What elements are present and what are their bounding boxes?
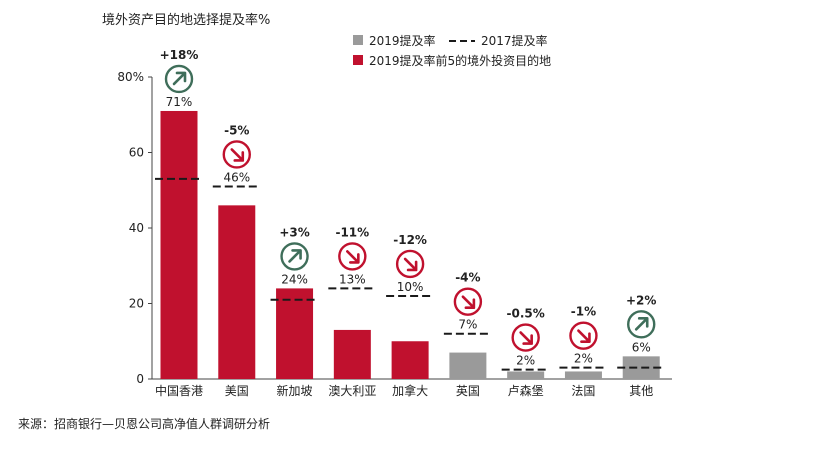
y-tick-label: 20 — [129, 297, 144, 311]
arrow-shaft — [634, 318, 648, 331]
arrow-head — [580, 332, 591, 343]
category-label-5: 加拿大 — [392, 383, 428, 398]
value-label-2: 46% — [223, 170, 250, 184]
arrow-up-right-icon — [164, 64, 194, 94]
2017-markers-group — [155, 177, 666, 371]
change-label-6: -4% — [455, 271, 480, 285]
arrow-down-right-icon — [511, 323, 540, 352]
value-label-9: 6% — [632, 340, 651, 354]
category-label-6: 英国 — [456, 384, 480, 398]
category-label-3: 新加坡 — [277, 383, 313, 398]
arrow-down-right-icon — [453, 287, 483, 316]
arrow-shaft — [288, 250, 301, 263]
arrow-down-right-icon — [569, 321, 598, 350]
legend-label-top5: 2019提及率前5的境外投资目的地 — [369, 53, 551, 68]
source-note: 来源：招商银行—贝恩公司高净值人群调研分析 — [18, 416, 270, 431]
category-label-8: 法国 — [571, 384, 595, 398]
arrow-head — [291, 249, 302, 260]
legend-label-2019: 2019提及率 — [369, 33, 436, 48]
legend-label-2017: 2017提及率 — [481, 33, 548, 48]
chart-title: 境外资产目的地选择提及率% — [102, 12, 270, 28]
arrow-down-right-icon — [338, 242, 367, 271]
value-label-7: 2% — [516, 354, 535, 368]
arrow-circle — [627, 310, 656, 339]
category-label-1: 中国香港 — [155, 383, 203, 398]
value-label-4: 13% — [339, 272, 366, 286]
value-labels-group: 71% 46% 24% 13% 10% 7% 2% 2% 6% — [166, 95, 651, 368]
arrow-head — [349, 253, 360, 264]
category-label-2: 美国 — [225, 384, 249, 398]
bar-4 — [333, 329, 371, 379]
value-label-6: 7% — [458, 318, 477, 332]
arrow-circle — [395, 249, 425, 279]
arrow-circle — [222, 140, 251, 169]
arrow-circle — [338, 242, 367, 271]
arrow-circle — [511, 323, 540, 352]
arrow-circle — [280, 242, 309, 271]
change-label-5: -12% — [393, 233, 427, 247]
y-tick-label: 0 — [136, 372, 144, 386]
arrow-shaft — [346, 250, 359, 263]
y-tick-label: 40 — [129, 221, 144, 235]
arrow-shaft — [230, 148, 244, 161]
bar-6 — [449, 352, 487, 379]
arrow-head — [175, 71, 187, 83]
arrow-head — [406, 260, 418, 272]
legend: 2019提及率 2017提及率 2019提及率前5的境外投资目的地 — [353, 33, 551, 68]
value-label-8: 2% — [574, 352, 593, 366]
arrow-shaft — [461, 295, 475, 309]
change-label-7: -0.5% — [507, 307, 545, 321]
value-label-3: 24% — [281, 272, 308, 286]
arrow-circle — [453, 287, 483, 316]
legend-swatch-gray — [353, 35, 363, 45]
y-tick-label: 60 — [129, 146, 144, 160]
arrow-shaft — [403, 257, 417, 271]
category-label-9: 其他 — [629, 384, 653, 398]
arrow-up-right-icon — [280, 242, 309, 271]
change-label-1: +18% — [160, 48, 199, 62]
change-labels-group: +18% -5% +3% -11% -12% -4% -0.5% -1% +2% — [160, 48, 657, 321]
bar-1 — [160, 110, 198, 379]
arrow-up-right-icon — [627, 310, 656, 339]
arrow-head — [522, 334, 533, 345]
arrow-down-right-icon — [395, 249, 425, 279]
category-label-7: 卢森堡 — [508, 383, 544, 398]
category-label-4: 澳大利亚 — [328, 384, 376, 398]
change-label-3: +3% — [279, 225, 309, 239]
change-label-9: +2% — [626, 293, 656, 307]
bar-8 — [564, 371, 602, 379]
arrow-shaft — [172, 72, 186, 86]
arrow-head — [233, 151, 245, 162]
arrow-icons-group — [164, 64, 656, 352]
arrow-shaft — [519, 331, 532, 344]
y-tick-label: 80% — [117, 70, 144, 84]
change-label-2: -5% — [224, 123, 249, 137]
bar-5 — [391, 341, 429, 379]
bar-3 — [276, 288, 314, 379]
bar-2 — [218, 205, 256, 379]
arrow-head — [637, 317, 649, 328]
value-label-1: 71% — [166, 95, 193, 109]
value-label-5: 10% — [397, 280, 424, 294]
arrow-down-right-icon — [222, 140, 251, 169]
y-axis-ticks: 0 20 40 60 80% — [117, 70, 152, 386]
arrow-shaft — [577, 329, 590, 342]
category-labels-group: 中国香港 美国 新加坡 澳大利亚 加拿大 英国 卢森堡 法国 其他 — [155, 383, 653, 398]
arrow-head — [464, 298, 476, 310]
change-label-4: -11% — [335, 225, 369, 239]
legend-swatch-red — [353, 55, 363, 65]
bars-group — [160, 110, 660, 379]
arrow-circle — [569, 321, 598, 350]
bar-7 — [507, 371, 545, 379]
arrow-circle — [164, 64, 194, 94]
change-label-8: -1% — [571, 305, 596, 319]
